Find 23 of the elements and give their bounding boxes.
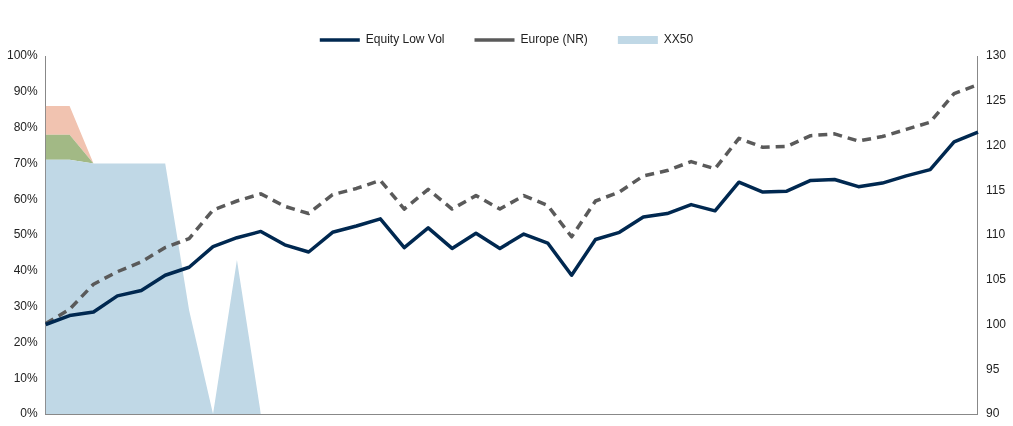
y-tick-label: 10% <box>13 370 39 385</box>
y-tick-label: 30% <box>13 298 39 313</box>
y2-tick-label: 100 <box>985 316 1007 331</box>
y2-tick-label: 90 <box>985 406 1000 421</box>
y-tick-label: 60% <box>13 191 39 206</box>
y-tick-label: 20% <box>13 334 39 349</box>
y-tick-label: 70% <box>13 155 39 170</box>
legend-label: Europe (NR) <box>520 32 588 47</box>
y-tick-label: 80% <box>13 119 39 134</box>
y-tick-label: 40% <box>13 263 39 278</box>
y2-tick-label: 125 <box>985 93 1007 108</box>
legend-label: XX50 <box>663 32 694 47</box>
y2-tick-label: 105 <box>985 272 1007 287</box>
y-tick-label: 50% <box>13 227 39 242</box>
y-tick-label: 100% <box>6 48 39 63</box>
y2-tick-label: 120 <box>985 137 1007 152</box>
legend-label: Equity Low Vol <box>365 32 445 47</box>
y-tick-label: 0% <box>20 406 39 421</box>
y2-tick-label: 110 <box>985 227 1006 242</box>
y2-tick-label: 115 <box>985 182 1006 197</box>
y2-tick-label: 130 <box>985 48 1007 63</box>
y-tick-label: 90% <box>13 84 39 99</box>
y2-tick-label: 95 <box>985 361 1000 376</box>
